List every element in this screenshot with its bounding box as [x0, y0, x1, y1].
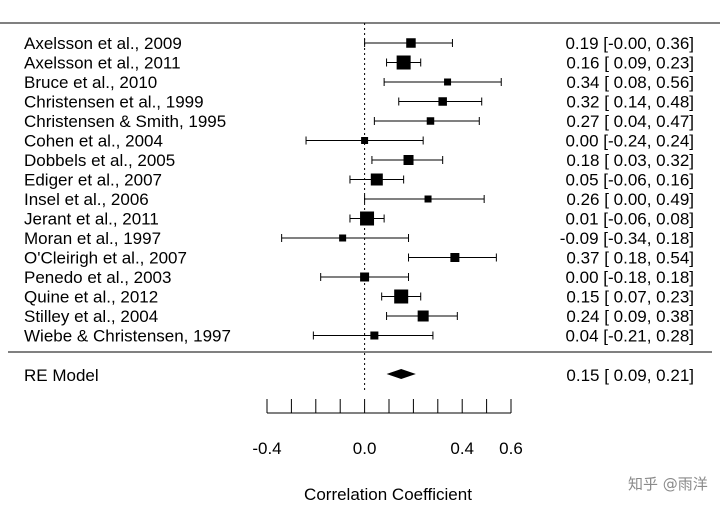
point-estimate-marker — [339, 234, 347, 242]
ci-value-text: 0.00 [-0.24, 0.24] — [565, 132, 694, 151]
ci-value-text: 0.16 [ 0.09, 0.23] — [566, 54, 694, 73]
point-estimate-marker — [450, 253, 460, 262]
summary-row: RE Model 0.15 [ 0.09, 0.21] — [24, 366, 694, 385]
summary-label: RE Model — [24, 366, 99, 385]
ci-value-text: 0.15 [ 0.07, 0.23] — [566, 288, 694, 307]
point-estimate-marker — [360, 272, 370, 282]
ci-value-text: 0.04 [-0.21, 0.28] — [565, 327, 694, 346]
ci-value-text: 0.18 [ 0.03, 0.32] — [566, 151, 694, 170]
study-rows: Axelsson et al., 2009 0.19 [-0.00, 0.36] A… — [24, 34, 694, 346]
point-estimate-marker — [394, 289, 409, 304]
point-estimate-marker — [396, 55, 411, 70]
point-estimate-marker — [361, 137, 369, 144]
watermark-text: 知乎 @雨洋 — [628, 475, 708, 493]
ci-value-text: 0.32 [ 0.14, 0.48] — [566, 93, 694, 112]
study-label: Penedo et al., 2003 — [24, 268, 171, 287]
ci-value-text: 0.24 [ 0.09, 0.38] — [566, 307, 694, 326]
x-axis: -0.4 0.0 0.4 0.6 — [252, 399, 523, 458]
study-label: Stilley et al., 2004 — [24, 307, 158, 326]
study-label: Wiebe & Christensen, 1997 — [24, 327, 231, 346]
ci-value-text: 0.37 [ 0.18, 0.54] — [566, 249, 694, 268]
study-label: Christensen et al., 1999 — [24, 93, 204, 112]
x-tick-label: 0.0 — [353, 439, 377, 458]
point-estimate-marker — [444, 78, 452, 86]
point-estimate-marker — [406, 38, 416, 48]
point-estimate-marker — [417, 310, 429, 322]
study-label: Bruce et al., 2010 — [24, 73, 157, 92]
point-estimate-marker — [403, 155, 414, 165]
x-tick-label: 0.6 — [499, 439, 523, 458]
ci-value-text: 0.34 [ 0.08, 0.56] — [566, 73, 694, 92]
study-label: Ediger et al., 2007 — [24, 171, 162, 190]
ci-value-text: 0.01 [-0.06, 0.08] — [565, 210, 694, 229]
ci-value-text: -0.09 [-0.34, 0.18] — [560, 229, 694, 248]
point-estimate-marker — [370, 173, 383, 186]
point-estimate-marker — [360, 211, 375, 226]
summary-diamond — [386, 369, 416, 379]
study-label: Dobbels et al., 2005 — [24, 151, 175, 170]
point-estimate-marker — [424, 195, 432, 203]
point-estimate-marker — [426, 117, 435, 125]
summary-ci-text: 0.15 [ 0.09, 0.21] — [566, 366, 694, 385]
ci-value-text: 0.27 [ 0.04, 0.47] — [566, 112, 694, 131]
study-label: Quine et al., 2012 — [24, 288, 158, 307]
study-label: Cohen et al., 2004 — [24, 132, 163, 151]
ci-value-text: 0.26 [ 0.00, 0.49] — [566, 190, 694, 209]
study-label: Jerant et al., 2011 — [24, 210, 159, 229]
point-estimate-marker — [438, 97, 447, 106]
study-label: Christensen & Smith, 1995 — [24, 112, 226, 131]
study-label: Moran et al., 1997 — [24, 229, 161, 248]
study-label: Axelsson et al., 2009 — [24, 34, 182, 53]
ci-value-text: 0.00 [-0.18, 0.18] — [565, 268, 694, 287]
x-tick-label: 0.4 — [450, 439, 474, 458]
ci-value-text: 0.05 [-0.06, 0.16] — [565, 171, 694, 190]
ci-value-text: 0.19 [-0.00, 0.36] — [565, 34, 694, 53]
point-estimate-marker — [370, 331, 379, 340]
x-axis-title: Correlation Coefficient — [304, 485, 472, 504]
x-tick-label: -0.4 — [252, 439, 281, 458]
study-label: O'Cleirigh et al., 2007 — [24, 249, 187, 268]
study-label: Insel et al., 2006 — [24, 190, 149, 209]
study-label: Axelsson et al., 2011 — [24, 54, 181, 73]
